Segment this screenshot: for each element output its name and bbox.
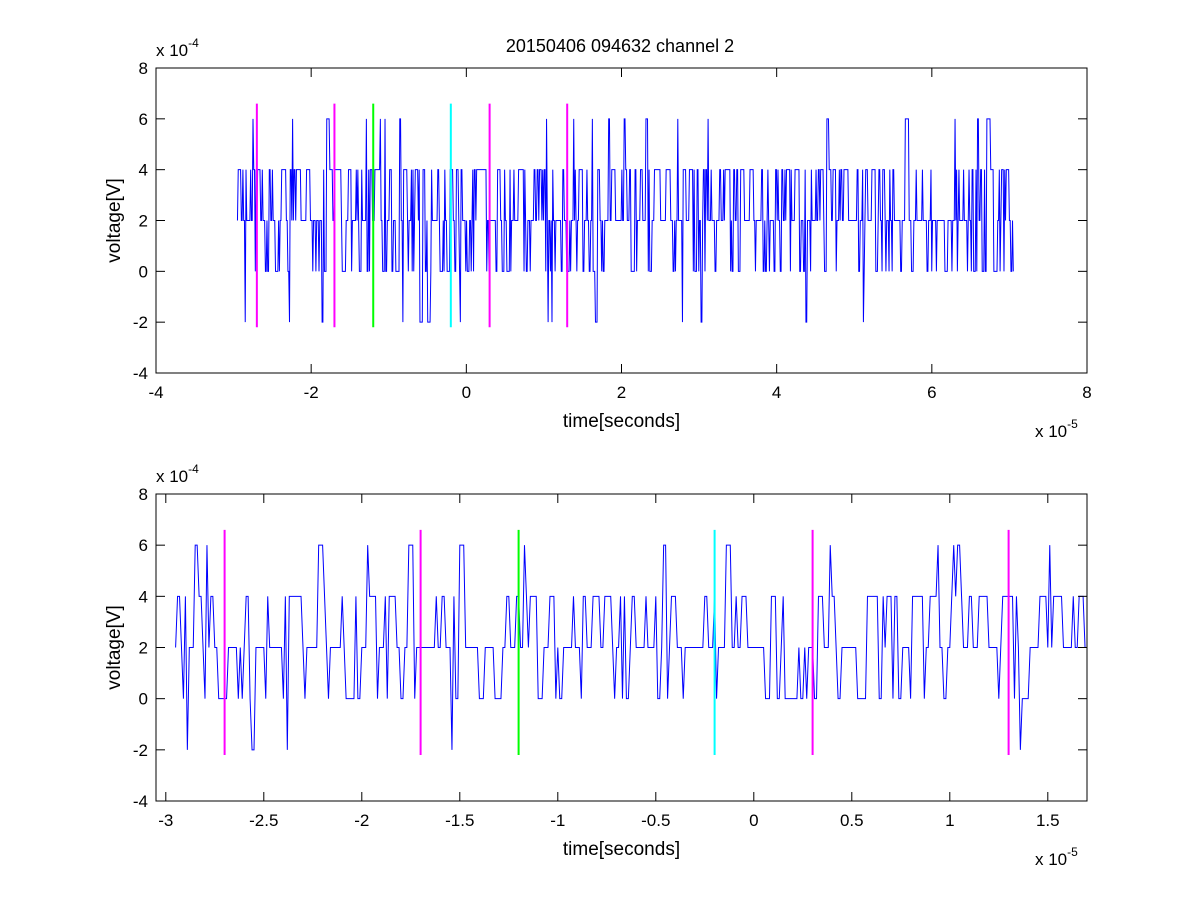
y-tick-label: 4	[139, 587, 148, 606]
y-tick-label: -2	[133, 313, 148, 332]
x-tick-label: 1	[945, 811, 954, 830]
x-multiplier-base: x 10	[1035, 422, 1067, 441]
x-tick-label: 0	[462, 383, 471, 402]
y-tick-label: 6	[139, 536, 148, 555]
y-tick-label: 2	[139, 639, 148, 658]
x-tick-label: -2	[354, 811, 369, 830]
y-tick-label: 4	[139, 161, 148, 180]
top-plot-axes: -4 -2 0 2 4 6 8 -4 -2 0 2 4 6 8 time[seconds] voltage[V…	[104, 36, 1092, 441]
y-multiplier-base: x 10	[156, 41, 188, 60]
y-axis-label: voltage[V]	[104, 605, 125, 690]
figure-title: 20150406 094632 channel 2	[506, 36, 734, 56]
x-tick-label: -2.5	[249, 811, 278, 830]
y-tick-label: 0	[139, 690, 148, 709]
x-tick-label: -1.5	[445, 811, 474, 830]
x-tick-label: -2	[304, 383, 319, 402]
y-tick-label: 0	[139, 262, 148, 281]
y-multiplier: x 10-4	[156, 36, 199, 60]
y-tick-label: 6	[139, 110, 148, 129]
y-tick-label: 8	[139, 485, 148, 504]
y-tick-label: -4	[133, 364, 148, 383]
x-tick-label: 6	[927, 383, 936, 402]
x-axis-label: time[seconds]	[563, 411, 680, 432]
y-multiplier: x 10-4	[156, 462, 199, 486]
y-tick-label: -2	[133, 741, 148, 760]
signal-line	[175, 544, 1087, 751]
y-tick-label: 2	[139, 212, 148, 231]
x-multiplier-base: x 10	[1035, 850, 1067, 869]
x-multiplier: x 10-5	[1035, 845, 1078, 869]
y-multiplier-exp: -4	[188, 462, 199, 476]
x-multiplier: x 10-5	[1035, 417, 1078, 441]
y-tick-label: 8	[139, 59, 148, 78]
x-tick-label: -1	[550, 811, 565, 830]
x-tick-label: -0.5	[641, 811, 670, 830]
y-axis-label: voltage[V]	[104, 178, 125, 263]
x-tick-label: -4	[148, 383, 163, 402]
x-tick-label: 4	[772, 383, 781, 402]
bottom-plot-axes: -3 -2.5 -2 -1.5 -1 -0.5 0 0.5 1 1.5 -4 -2 0 2 4 6 8 time[…	[104, 462, 1088, 869]
x-tick-label: 1.5	[1036, 811, 1060, 830]
x-tick-label: 0	[749, 811, 758, 830]
x-axis-label: time[seconds]	[563, 839, 680, 860]
x-multiplier-exp: -5	[1067, 845, 1078, 859]
x-tick-label: 0.5	[840, 811, 864, 830]
y-multiplier-exp: -4	[188, 36, 199, 50]
x-tick-label: 8	[1082, 383, 1091, 402]
y-tick-label: -4	[133, 792, 148, 811]
x-tick-label: 2	[617, 383, 626, 402]
signal-line	[236, 118, 1014, 323]
x-multiplier-exp: -5	[1067, 417, 1078, 431]
y-multiplier-base: x 10	[156, 467, 188, 486]
x-tick-label: -3	[158, 811, 173, 830]
